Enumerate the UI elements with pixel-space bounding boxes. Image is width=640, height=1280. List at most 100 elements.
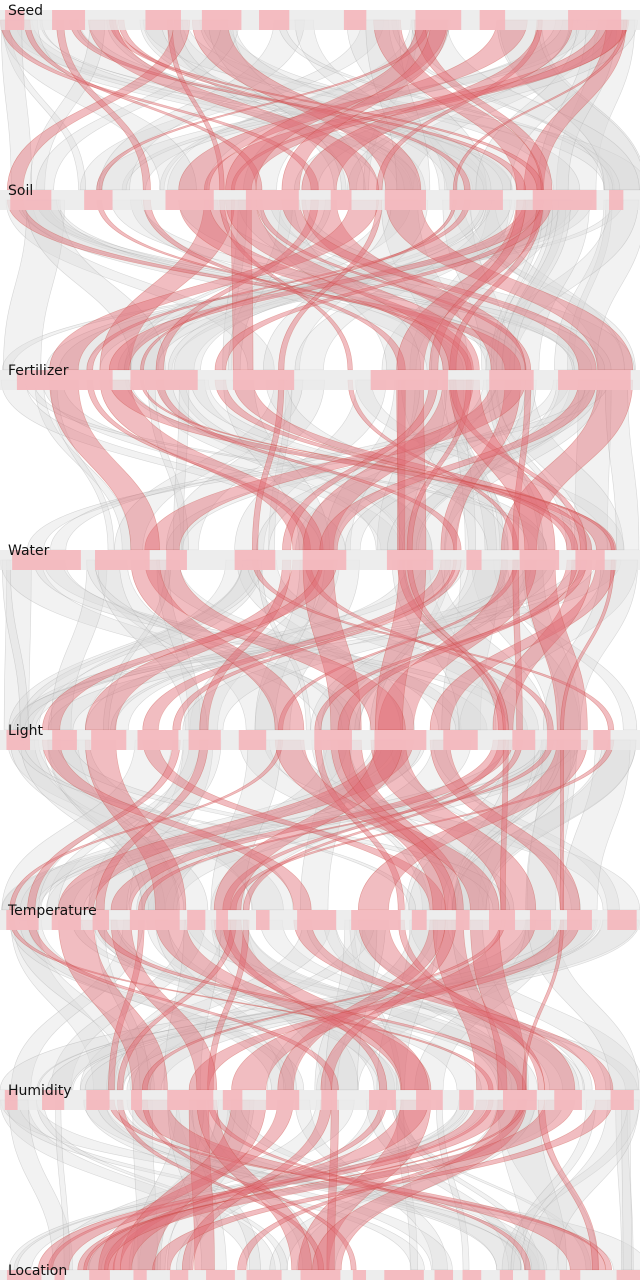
category-bar [352,1270,367,1280]
category-bar [489,370,534,390]
category-bar [607,910,637,930]
category-bar [616,1270,640,1280]
category-bar [610,1090,634,1110]
category-bar [5,10,25,30]
category-bars [0,10,640,1280]
category-bar [95,550,150,570]
category-bar [593,730,611,750]
category-bar [502,1090,537,1110]
category-bar [558,370,631,390]
category-bar [455,910,470,930]
category-bar [6,1270,42,1280]
category-bar [519,550,560,570]
category-bar [232,370,295,390]
category-bar [567,910,592,930]
category-bar [532,190,597,210]
category-bar [91,730,127,750]
category-bar [416,1090,443,1110]
category-bar [51,910,81,930]
category-bar [554,1090,582,1110]
category-bar [245,190,299,210]
category-bar [528,1270,546,1280]
category-bar [568,10,622,30]
category-bar [314,730,352,750]
category-bar [137,730,179,750]
category-bar [297,910,337,930]
category-bar [4,1090,18,1110]
category-bar [52,10,86,30]
category-bar [415,10,462,30]
category-bar [166,550,187,570]
category-bar [546,730,581,750]
category-bar [169,1270,189,1280]
category-bar [131,1090,143,1110]
dimension-labels: Seed Soil Fertilizer Water Light Temperature H… [7,3,97,1279]
category-bar [92,910,110,930]
highlighted-ribbon [560,739,564,911]
category-bar [411,910,427,930]
category-bar [370,370,449,390]
dimension-band [0,10,640,30]
category-bar [201,10,242,30]
category-bar [443,730,478,750]
category-bar [222,1090,243,1110]
category-bar [575,550,605,570]
category-bar [489,910,516,930]
category-bar [42,1090,65,1110]
category-bar [462,1270,482,1280]
category-bar [216,910,229,930]
category-bar [89,1270,110,1280]
category-bar [165,190,214,210]
grey-ribbon [0,1099,640,1271]
dimension-label: Location [8,1263,67,1279]
dimension-label: Water [8,543,50,559]
dimension-label: Seed [8,3,43,19]
category-bar [84,190,113,210]
grey-ribbon [409,919,640,1091]
category-bar [512,730,536,750]
category-bar [54,1270,65,1280]
category-bar [6,910,39,930]
grey-ribbon [496,19,640,191]
dimension-label: Temperature [7,903,97,919]
category-bar [259,10,290,30]
dimension-label: Light [8,723,43,739]
category-bar [374,730,427,750]
category-bar [52,730,77,750]
category-bar [449,190,503,210]
dimension-label: Soil [8,183,33,199]
category-bar [330,190,352,210]
category-bar [479,10,506,30]
category-bar [302,550,347,570]
category-bar [343,10,367,30]
dimension-band [0,1090,640,1110]
category-bar [129,910,180,930]
category-bar [609,190,624,210]
category-bar [133,1270,147,1280]
category-bar [434,1270,454,1280]
grey-ribbons [0,19,640,1271]
category-bar [384,1270,424,1280]
category-bar [559,1270,581,1280]
category-bar [188,730,221,750]
category-bar [529,910,551,930]
category-bar [369,1090,396,1110]
category-bar [16,370,113,390]
category-bar [10,190,52,210]
category-bar [384,190,426,210]
category-bar [459,1090,474,1110]
category-bar [12,550,81,570]
category-bar [238,730,267,750]
category-bar [206,1270,235,1280]
grey-ribbon [143,19,640,191]
category-bar [466,550,482,570]
category-bar [300,1270,341,1280]
category-bar [351,910,401,930]
category-bar [6,730,31,750]
highlighted-ribbons [0,19,634,1271]
category-bar [321,1090,338,1110]
category-bar [234,550,276,570]
category-bar [256,910,270,930]
category-bar [386,550,434,570]
